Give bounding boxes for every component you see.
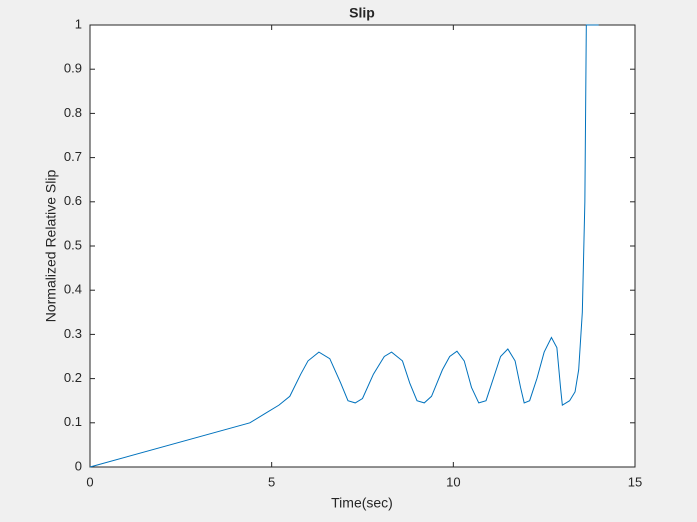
y-tick-label: 0.3 — [64, 326, 82, 341]
y-axis-label: Normalized Relative Slip — [43, 170, 59, 323]
y-tick-label: 0.6 — [64, 193, 82, 208]
plot-area — [89, 24, 636, 468]
y-tick-label: 0.1 — [64, 414, 82, 429]
data-line — [89, 24, 599, 468]
y-tick-label: 0 — [75, 458, 82, 473]
x-tick-label: 15 — [628, 474, 642, 489]
y-tick-label: 0.8 — [64, 105, 82, 120]
y-tick-label: 0.2 — [64, 370, 82, 385]
y-tick-label: 0.5 — [64, 237, 82, 252]
y-tick-label: 0.9 — [64, 61, 82, 76]
x-tick-label: 0 — [86, 474, 93, 489]
x-tick-label: 5 — [268, 474, 275, 489]
y-tick-label: 0.4 — [64, 282, 82, 297]
y-tick-label: 0.7 — [64, 149, 82, 164]
x-tick-label: 10 — [446, 474, 460, 489]
chart-title: Slip — [349, 5, 375, 21]
y-tick-label: 1 — [75, 16, 82, 31]
x-axis-label: Time(sec) — [331, 495, 393, 511]
